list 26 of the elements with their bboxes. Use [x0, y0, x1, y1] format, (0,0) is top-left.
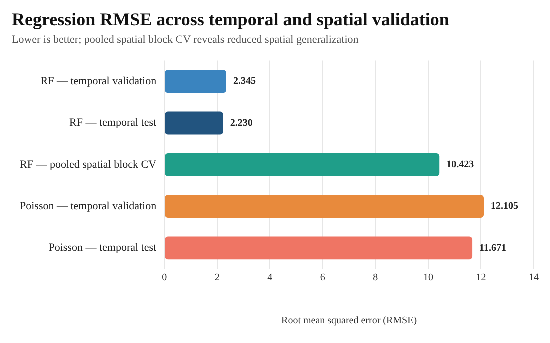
data-label: 2.345	[233, 76, 256, 88]
x-tick-label: 14	[529, 272, 539, 284]
data-label: 12.105	[490, 201, 518, 212]
x-tick-label: 10	[423, 272, 434, 284]
x-tick-label: 0	[162, 272, 168, 284]
x-tick-label: 4	[268, 272, 273, 284]
data-label: 2.230	[230, 118, 253, 129]
bar	[165, 112, 224, 135]
y-tick-label: Poisson — temporal validation	[20, 200, 158, 212]
x-axis-title: Root mean squared error (RMSE)	[282, 316, 418, 327]
y-tick-label: Poisson — temporal test	[48, 242, 157, 254]
chart-title: Regression RMSE across temporal and spatial validation	[12, 9, 450, 30]
bar	[165, 236, 473, 260]
x-tick-label: 6	[320, 272, 326, 284]
data-label: 10.423	[446, 159, 474, 170]
x-tick-label: 8	[373, 272, 378, 284]
y-tick-label: RF — temporal validation	[40, 76, 158, 88]
bar	[165, 70, 226, 94]
data-label: 11.671	[480, 242, 506, 254]
x-tick-label: 2	[214, 272, 220, 284]
x-tick-label: 12	[476, 272, 486, 284]
chart-subtitle: Lower is better; pooled spatial block CV reveals reduced spatial generalization	[12, 34, 360, 46]
bar	[165, 153, 440, 176]
bar	[165, 195, 484, 218]
y-tick-label: RF — temporal test	[70, 117, 157, 130]
y-tick-label: RF — pooled spatial block CV	[20, 158, 157, 171]
